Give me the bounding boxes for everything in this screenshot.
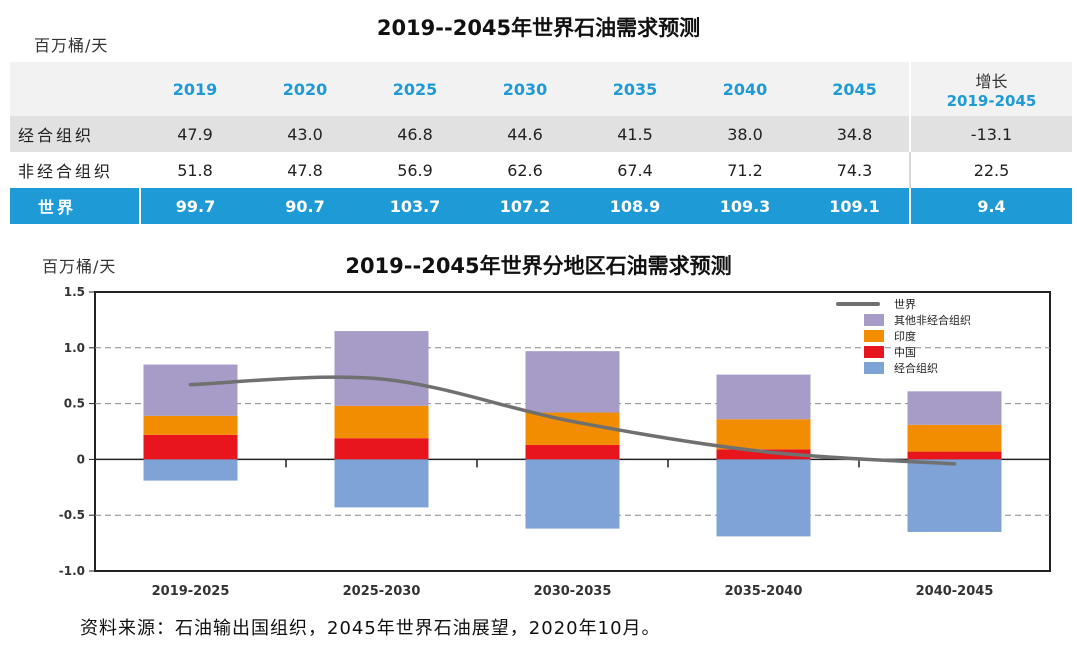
table-cell: 109.3 xyxy=(690,188,800,224)
table-cell: 109.1 xyxy=(800,188,910,224)
bar-印度 xyxy=(716,419,811,450)
growth-cell: 9.4 xyxy=(909,188,1072,224)
chart-title: 2019--2045年世界分地区石油需求预测 xyxy=(345,254,732,278)
bar-经合组织 xyxy=(525,459,620,529)
table-header-row: 2019 2020 2025 2030 2035 2040 2045 增长 20… xyxy=(10,62,1072,116)
header-year: 2019 xyxy=(140,62,250,116)
x-tick-label: 2025-2030 xyxy=(343,584,421,599)
chart-unit-label: 百万桶/天 xyxy=(42,257,117,276)
row-label: 经合组织 xyxy=(10,116,140,152)
bar-印度 xyxy=(334,405,429,439)
header-year: 2035 xyxy=(580,62,690,116)
bar-其他非经合组织 xyxy=(334,331,429,406)
bar-中国 xyxy=(525,444,620,460)
table-cell: 107.2 xyxy=(470,188,580,224)
table-cell: 41.5 xyxy=(580,116,690,152)
header-growth: 增长 2019-2045 xyxy=(909,62,1072,116)
source-note: 资料来源：石油输出国组织，2045年世界石油展望，2020年10月。 xyxy=(80,618,661,639)
legend-label: 世界 xyxy=(894,298,916,311)
x-tick-label: 2030-2035 xyxy=(534,584,612,599)
legend-swatch xyxy=(864,346,884,358)
table-cell: 103.7 xyxy=(360,188,470,224)
table-cell: 62.6 xyxy=(470,152,580,188)
table-row: 经合组织 47.9 43.0 46.8 44.6 41.5 38.0 34.8 … xyxy=(10,116,1072,152)
x-tick-label: 2019-2025 xyxy=(152,584,230,599)
header-year: 2030 xyxy=(470,62,580,116)
bar-其他非经合组织 xyxy=(525,351,620,413)
table-row-total: 世界 99.7 90.7 103.7 107.2 108.9 109.3 109… xyxy=(10,188,1072,224)
bar-印度 xyxy=(143,415,238,435)
growth-range: 2019-2045 xyxy=(946,92,1037,110)
growth-cell: 22.5 xyxy=(909,152,1072,188)
growth-header: 增长 xyxy=(975,72,1008,91)
header-year: 2040 xyxy=(690,62,800,116)
legend-label: 经合组织 xyxy=(894,361,938,375)
y-tick-label: -1.0 xyxy=(59,564,85,578)
table-cell: 67.4 xyxy=(580,152,690,188)
table-cell: 74.3 xyxy=(800,152,910,188)
legend-swatch xyxy=(864,314,884,326)
row-label: 世界 xyxy=(10,188,141,224)
y-tick-label: 1.0 xyxy=(64,341,85,355)
table-title: 2019--2045年世界石油需求预测 xyxy=(376,16,701,40)
plot-frame xyxy=(94,291,1051,572)
table-cell: 47.9 xyxy=(140,116,250,152)
table-cell: 43.0 xyxy=(250,116,360,152)
header-year: 2025 xyxy=(360,62,470,116)
bar-中国 xyxy=(143,434,238,460)
y-tick-label: 0 xyxy=(77,452,85,466)
legend-label: 印度 xyxy=(894,329,916,343)
bar-经合组织 xyxy=(143,459,238,481)
y-tick-label: 0.5 xyxy=(64,397,85,411)
header-year: 2020 xyxy=(250,62,360,116)
oil-demand-table: 2019 2020 2025 2030 2035 2040 2045 增长 20… xyxy=(10,62,1072,224)
bar-印度 xyxy=(907,424,1002,452)
bar-中国 xyxy=(716,449,811,460)
y-tick-label: -0.5 xyxy=(59,508,85,522)
bar-其他非经合组织 xyxy=(716,374,811,420)
world-line xyxy=(188,375,957,466)
table-cell: 46.8 xyxy=(360,116,470,152)
table-cell: 38.0 xyxy=(690,116,800,152)
table-row: 非经合组织 51.8 47.8 56.9 62.6 67.4 71.2 74.3… xyxy=(10,152,1072,188)
table-cell: 56.9 xyxy=(360,152,470,188)
table-cell: 44.6 xyxy=(470,116,580,152)
table-cell: 90.7 xyxy=(250,188,360,224)
bar-中国 xyxy=(334,438,429,460)
bar-其他非经合组织 xyxy=(143,364,238,416)
bar-经合组织 xyxy=(334,459,429,508)
row-label: 非经合组织 xyxy=(10,152,140,188)
regional-demand-chart: 1.5 1.0 0.5 0 -0.5 -1.0 2019-2025 2025-2030 2030… xyxy=(59,285,1051,599)
table-cell: 71.2 xyxy=(690,152,800,188)
bar-中国 xyxy=(907,451,1002,460)
table-unit-label: 百万桶/天 xyxy=(34,36,109,55)
bar-其他非经合组织 xyxy=(907,391,1002,425)
x-tick-label: 2035-2040 xyxy=(725,584,803,599)
table-cell: 108.9 xyxy=(580,188,690,224)
table-cell: 47.8 xyxy=(250,152,360,188)
table-cell: 51.8 xyxy=(140,152,250,188)
bar-经合组织 xyxy=(907,459,1002,532)
table-cell: 34.8 xyxy=(800,116,910,152)
legend-swatch xyxy=(864,330,884,342)
table-cell: 99.7 xyxy=(140,188,250,224)
x-tick-label: 2040-2045 xyxy=(916,584,994,599)
legend-swatch xyxy=(864,362,884,374)
growth-cell: -13.1 xyxy=(909,116,1072,152)
header-corner xyxy=(10,62,140,116)
header-year: 2045 xyxy=(800,62,910,116)
legend-label: 其他非经合组织 xyxy=(894,313,971,327)
y-tick-label: 1.5 xyxy=(64,285,85,299)
bar-经合组织 xyxy=(716,459,811,537)
legend-label: 中国 xyxy=(894,346,916,359)
